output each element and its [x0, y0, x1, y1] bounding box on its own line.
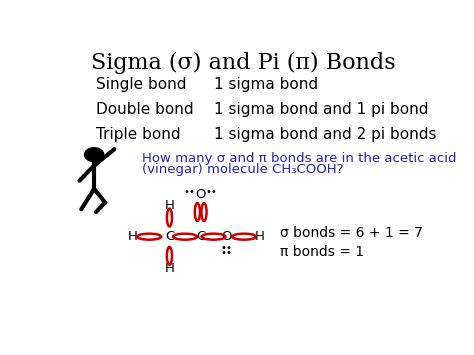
- Text: C: C: [165, 230, 174, 243]
- Text: H: H: [255, 230, 264, 243]
- Text: ••: ••: [220, 248, 232, 258]
- Text: O: O: [221, 230, 232, 243]
- Text: σ bonds = 6 + 1 = 7: σ bonds = 6 + 1 = 7: [280, 225, 422, 240]
- Text: Sigma (σ) and Pi (π) Bonds: Sigma (σ) and Pi (π) Bonds: [91, 52, 395, 74]
- Text: ••: ••: [206, 187, 218, 197]
- Text: Single bond: Single bond: [96, 77, 186, 92]
- Text: How many σ and π bonds are in the acetic acid: How many σ and π bonds are in the acetic…: [142, 152, 456, 165]
- Text: 1 sigma bond: 1 sigma bond: [213, 77, 318, 92]
- Text: H: H: [164, 199, 174, 212]
- Text: C: C: [196, 230, 205, 243]
- Circle shape: [84, 147, 104, 162]
- Text: ••: ••: [184, 187, 196, 197]
- Text: π bonds = 1: π bonds = 1: [280, 245, 364, 259]
- Text: Double bond: Double bond: [96, 102, 193, 117]
- Text: 1 sigma bond and 1 pi bond: 1 sigma bond and 1 pi bond: [213, 102, 428, 117]
- Text: O: O: [195, 188, 206, 201]
- Text: 1 sigma bond and 2 pi bonds: 1 sigma bond and 2 pi bonds: [213, 127, 436, 142]
- Text: (vinegar) molecule CH₃COOH?: (vinegar) molecule CH₃COOH?: [142, 163, 343, 176]
- Text: H: H: [128, 230, 137, 243]
- Text: ••: ••: [221, 243, 233, 253]
- Text: Triple bond: Triple bond: [96, 127, 181, 142]
- Text: H: H: [164, 262, 174, 275]
